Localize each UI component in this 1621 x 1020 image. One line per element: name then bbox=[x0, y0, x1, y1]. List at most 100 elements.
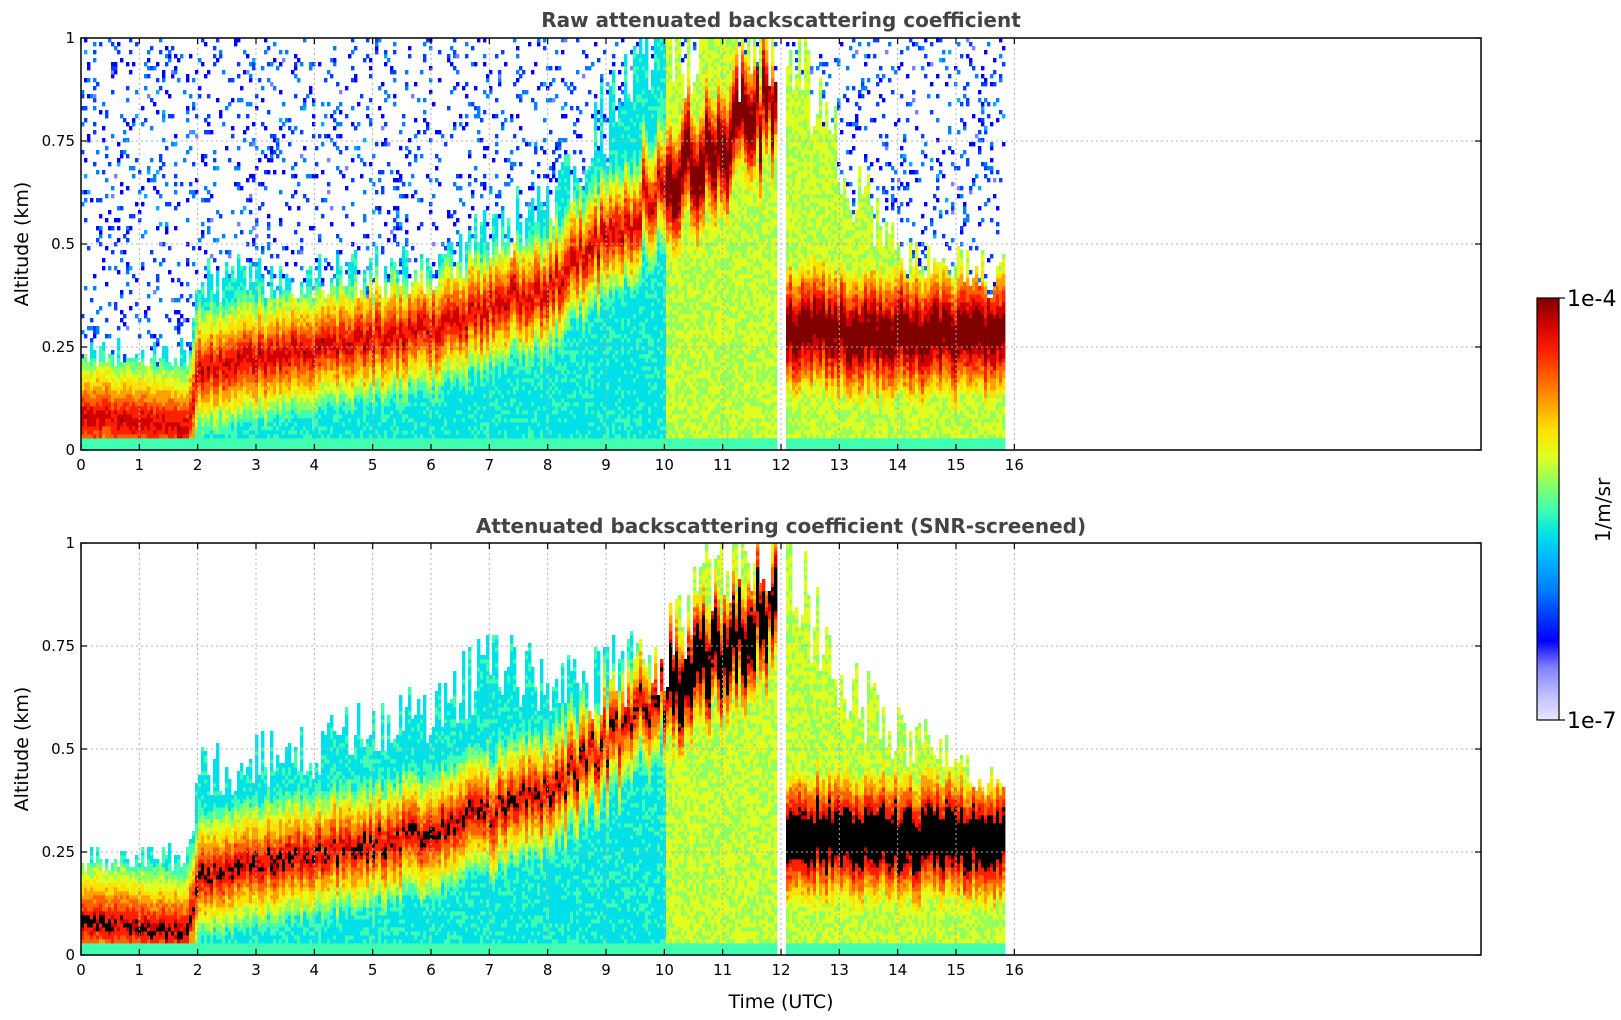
heatmap-cell bbox=[150, 46, 153, 50]
heatmap-cell bbox=[249, 274, 252, 278]
heatmap-cell bbox=[180, 402, 183, 406]
heatmap-cell bbox=[237, 354, 240, 358]
heatmap-cell bbox=[225, 286, 228, 290]
heatmap-cell bbox=[249, 298, 252, 302]
heatmap-cell bbox=[234, 310, 237, 314]
heatmap-cell bbox=[267, 414, 270, 418]
heatmap-cell bbox=[246, 102, 249, 106]
heatmap-cell bbox=[204, 350, 207, 354]
heatmap-cell bbox=[225, 418, 228, 422]
heatmap-cell bbox=[114, 374, 117, 378]
heatmap-cell bbox=[135, 314, 138, 318]
heatmap-cell bbox=[243, 370, 246, 374]
heatmap-cell bbox=[234, 434, 237, 438]
heatmap-cell bbox=[210, 218, 213, 222]
heatmap-cell bbox=[102, 138, 105, 142]
heatmap-cell bbox=[270, 270, 273, 274]
heatmap-cell bbox=[90, 406, 93, 410]
heatmap-cell bbox=[120, 402, 123, 406]
heatmap-cell bbox=[225, 422, 228, 426]
heatmap-cell bbox=[84, 442, 87, 446]
heatmap-cell bbox=[102, 374, 105, 378]
heatmap-cell bbox=[180, 386, 183, 390]
heatmap-cell bbox=[141, 234, 144, 238]
heatmap-cell bbox=[267, 430, 270, 434]
heatmap-cell bbox=[213, 410, 216, 414]
heatmap-cell bbox=[111, 370, 114, 374]
heatmap-cell bbox=[111, 418, 114, 422]
heatmap-cell bbox=[147, 426, 150, 430]
heatmap-cell bbox=[117, 158, 120, 162]
heatmap-cell bbox=[84, 106, 87, 110]
heatmap-cell bbox=[156, 286, 159, 290]
heatmap-cell bbox=[237, 262, 240, 266]
heatmap-cell bbox=[126, 262, 129, 266]
heatmap-cell bbox=[216, 274, 219, 278]
heatmap-cell bbox=[153, 422, 156, 426]
heatmap-cell bbox=[141, 378, 144, 382]
heatmap-cell bbox=[276, 334, 279, 338]
heatmap-cell bbox=[267, 418, 270, 422]
heatmap-cell bbox=[216, 302, 219, 306]
heatmap-cell bbox=[156, 278, 159, 282]
heatmap-cell bbox=[243, 374, 246, 378]
heatmap-cell bbox=[252, 426, 255, 430]
heatmap-cell bbox=[273, 390, 276, 394]
heatmap-cell bbox=[216, 354, 219, 358]
heatmap-cell bbox=[105, 430, 108, 434]
heatmap-cell bbox=[240, 86, 243, 90]
heatmap-cell bbox=[204, 398, 207, 402]
heatmap-cell bbox=[126, 86, 129, 90]
heatmap-cell bbox=[120, 294, 123, 298]
heatmap-cell bbox=[210, 398, 213, 402]
heatmap-cell bbox=[246, 338, 249, 342]
heatmap-cell bbox=[105, 318, 108, 322]
heatmap-cell bbox=[111, 442, 114, 446]
heatmap-cell bbox=[201, 302, 204, 306]
heatmap-cell bbox=[108, 358, 111, 362]
heatmap-cell bbox=[156, 90, 159, 94]
heatmap-cell bbox=[99, 214, 102, 218]
heatmap-cell bbox=[171, 386, 174, 390]
heatmap-cell bbox=[165, 394, 168, 398]
heatmap-cell bbox=[153, 102, 156, 106]
heatmap-cell bbox=[273, 422, 276, 426]
heatmap-cell bbox=[207, 442, 210, 446]
heatmap-cell bbox=[183, 422, 186, 426]
heatmap-cell bbox=[264, 430, 267, 434]
heatmap-cell bbox=[201, 318, 204, 322]
heatmap-cell bbox=[216, 310, 219, 314]
heatmap-cell bbox=[123, 322, 126, 326]
heatmap-cell bbox=[114, 394, 117, 398]
heatmap-cell bbox=[276, 310, 279, 314]
heatmap-cell bbox=[156, 386, 159, 390]
heatmap-cell bbox=[252, 390, 255, 394]
heatmap-cell bbox=[267, 386, 270, 390]
heatmap-cell bbox=[144, 406, 147, 410]
heatmap-cell bbox=[252, 422, 255, 426]
heatmap-cell bbox=[228, 318, 231, 322]
heatmap-cell bbox=[207, 414, 210, 418]
heatmap-cell bbox=[129, 226, 132, 230]
heatmap-cell bbox=[87, 62, 90, 66]
heatmap-cell bbox=[225, 426, 228, 430]
heatmap-cell bbox=[249, 322, 252, 326]
heatmap-cell bbox=[168, 370, 171, 374]
heatmap-cell bbox=[219, 410, 222, 414]
heatmap-cell bbox=[219, 394, 222, 398]
heatmap-cell bbox=[258, 338, 261, 342]
heatmap-cell bbox=[237, 394, 240, 398]
heatmap-cell bbox=[228, 338, 231, 342]
heatmap-cell bbox=[84, 422, 87, 426]
heatmap-cell bbox=[252, 262, 255, 266]
heatmap-cell bbox=[279, 398, 282, 402]
heatmap-cell bbox=[180, 362, 183, 366]
heatmap-cell bbox=[126, 442, 129, 446]
heatmap-cell bbox=[117, 402, 120, 406]
heatmap-cell bbox=[279, 442, 282, 446]
heatmap-cell bbox=[162, 354, 165, 358]
heatmap-cell bbox=[276, 378, 279, 382]
heatmap-cell bbox=[132, 174, 135, 178]
heatmap-cell bbox=[198, 386, 201, 390]
heatmap-cell bbox=[207, 430, 210, 434]
